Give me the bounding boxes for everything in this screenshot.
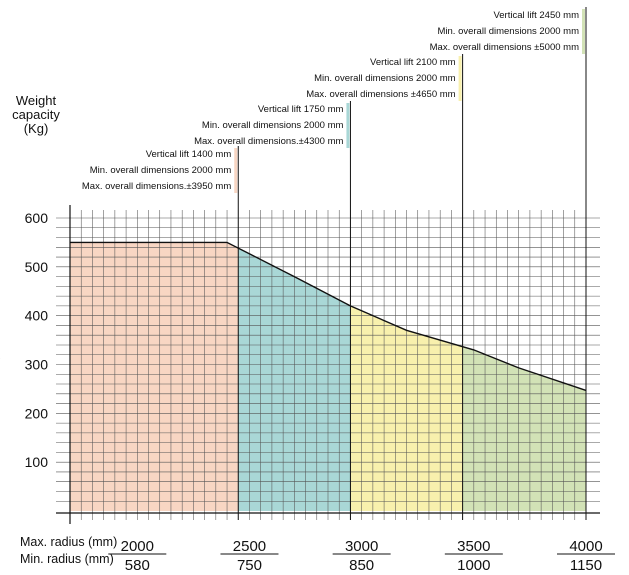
- y-axis-label-line: capacity: [0, 108, 72, 122]
- y-tick-label: 600: [25, 210, 49, 226]
- band-annotation-line: Vertical lift 2100 mm: [370, 57, 456, 68]
- band-annotation-line: Max. overall dimensions.±3950 mm: [82, 181, 231, 192]
- band-area-1: [70, 242, 238, 511]
- y-tick-label: 300: [25, 357, 49, 373]
- max-radius-label: 2500: [233, 538, 266, 555]
- band-color-swatch: [234, 148, 237, 193]
- band-annotation-line: Min. overall dimensions 2000 mm: [90, 165, 232, 176]
- band-annotation-line: Min. overall dimensions 2000 mm: [202, 120, 344, 131]
- max-radius-label: 4000: [569, 538, 602, 555]
- max-radius-label: 2000: [121, 538, 154, 555]
- min-radius-row-label: Min. radius (mm): [20, 552, 114, 566]
- min-radius-label: 750: [237, 557, 262, 574]
- y-tick-label: 100: [25, 454, 49, 470]
- band-annotation-line: Vertical lift 2450 mm: [493, 10, 579, 21]
- stray-mark: °: [0, 356, 1, 366]
- y-axis-label: Weight capacity (Kg): [0, 94, 72, 136]
- band-annotation-line: Max. overall dimensions.±4300 mm: [194, 136, 343, 147]
- band-color-swatch: [346, 103, 349, 148]
- y-tick-label: 400: [25, 308, 49, 324]
- band-annotation-line: Vertical lift 1400 mm: [146, 149, 232, 160]
- max-radius-label: 3000: [345, 538, 378, 555]
- band-annotation-line: Min. overall dimensions 2000 mm: [437, 26, 579, 37]
- max-radius-label: 3500: [457, 538, 490, 555]
- y-axis-label-line: (Kg): [0, 122, 72, 136]
- min-radius-label: 1150: [570, 557, 602, 574]
- band-annotation-line: Max. overall dimensions ±5000 mm: [430, 42, 579, 53]
- band-annotation-line: Vertical lift 1750 mm: [258, 104, 344, 115]
- max-radius-row-label: Max. radius (mm): [20, 535, 117, 549]
- y-tick-label: 200: [25, 405, 49, 421]
- min-radius-label: 1000: [457, 557, 490, 574]
- y-axis-label-line: Weight: [0, 94, 72, 108]
- band-color-swatch: [459, 56, 462, 101]
- band-color-swatch: [582, 9, 585, 54]
- band-annotation-line: Min. overall dimensions 2000 mm: [314, 73, 456, 84]
- band-area-4: [463, 347, 586, 511]
- band-annotation-line: Max. overall dimensions ±4650 mm: [306, 89, 455, 100]
- y-tick-label: 500: [25, 259, 49, 275]
- min-radius-label: 580: [125, 557, 150, 574]
- min-radius-label: 850: [349, 557, 374, 574]
